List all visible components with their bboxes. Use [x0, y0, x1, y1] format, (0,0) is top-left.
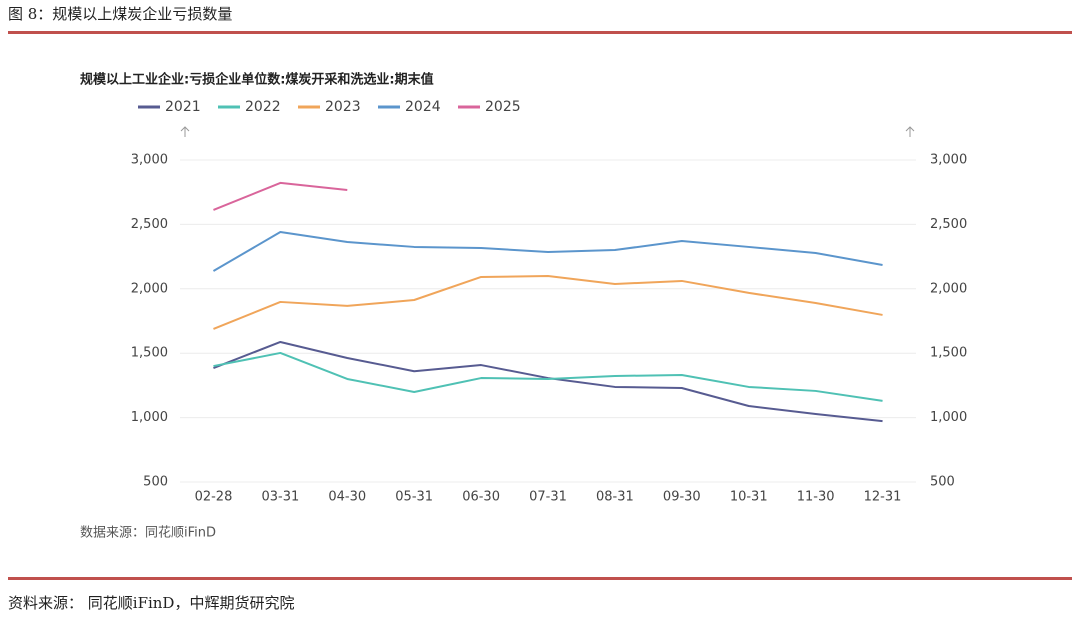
series-line [213, 351, 883, 402]
x-tick-label: 12-31 [864, 490, 902, 505]
y-tick-label: 2,500 [131, 217, 168, 232]
chart-source: 数据来源：同花顺iFinD [80, 525, 216, 541]
y2-tick-label: 1,500 [930, 346, 967, 361]
legend-label: 2025 [485, 99, 521, 115]
y-tick-label: 1,000 [131, 410, 168, 425]
legend-label: 2023 [325, 99, 361, 115]
x-tick-label: 10-31 [730, 490, 768, 505]
axis-arrow [905, 126, 915, 137]
y-tick-label: 3,000 [131, 153, 168, 168]
series-line [213, 275, 883, 330]
x-tick-label: 11-30 [797, 490, 835, 505]
chart-title: 规模以上工业企业:亏损企业单位数:煤炭开采和洗选业:期末值 [80, 72, 434, 88]
series-line [212, 230, 883, 272]
x-tick-label: 06-30 [462, 490, 500, 505]
figure-title: 图 8：规模以上煤炭企业亏损数量 [8, 5, 232, 23]
x-tick-label: 07-31 [529, 490, 567, 505]
y2-tick-label: 2,500 [930, 217, 967, 232]
y2-tick-label: 2,000 [930, 281, 967, 296]
footer-source: 资料来源： 同花顺iFinD，中辉期货研究院 [8, 594, 294, 612]
x-tick-label: 04-30 [328, 490, 366, 505]
y2-tick-label: 3,000 [930, 153, 967, 168]
y-tick-label: 1,500 [131, 346, 168, 361]
legend-label: 2021 [165, 99, 201, 115]
legend-label: 2024 [405, 99, 441, 115]
x-tick-label: 02-28 [195, 490, 233, 505]
y2-tick-label: 500 [930, 475, 955, 490]
axis-arrow [180, 126, 190, 137]
x-tick-label: 08-31 [596, 490, 634, 505]
y-tick-label: 2,000 [131, 281, 168, 296]
series-line [213, 340, 883, 423]
y-tick-label: 500 [143, 475, 168, 490]
legend-label: 2022 [245, 99, 281, 115]
x-tick-label: 03-31 [261, 490, 299, 505]
rule [8, 577, 1072, 580]
rule [8, 31, 1072, 34]
x-tick-label: 05-31 [395, 490, 433, 505]
series-line [213, 181, 348, 211]
y2-tick-label: 1,000 [930, 410, 967, 425]
x-tick-label: 09-30 [663, 490, 701, 505]
